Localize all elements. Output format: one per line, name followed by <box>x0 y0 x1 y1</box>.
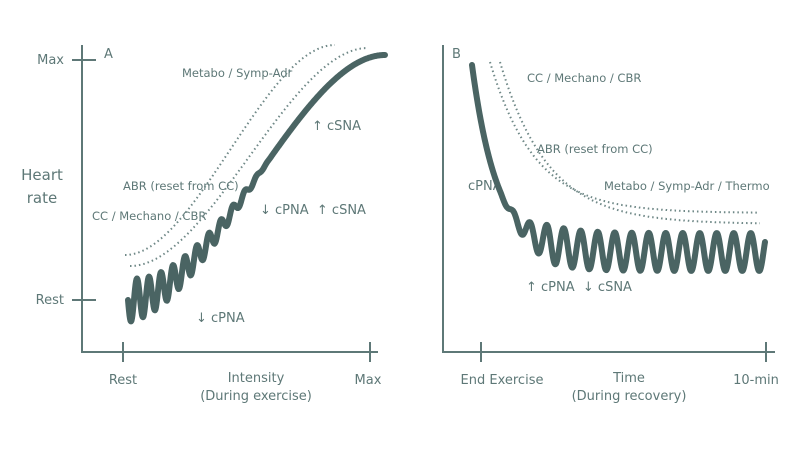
axes <box>81 45 378 353</box>
x-tick-label: End Exercise <box>461 373 544 388</box>
panel-b: B End Exercise Time (During recovery) 10… <box>442 45 779 404</box>
annotation: Metabo / Symp-Adr / Thermo <box>604 179 770 193</box>
annotation: cPNA <box>468 179 502 194</box>
x-axis-note: (During exercise) <box>200 389 312 404</box>
panel-a: A Max Rest Heart rate Rest Intensity (Du… <box>21 44 388 404</box>
x-tick-label: Rest <box>109 373 137 388</box>
panel-label: A <box>104 47 113 62</box>
y-axis-label: rate <box>27 189 57 207</box>
annotation: ABR (reset from CC) <box>123 179 239 193</box>
annotation: ↑ cPNA ↓ cSNA <box>526 280 632 295</box>
x-axis-note: (During recovery) <box>572 389 687 404</box>
annotation: CC / Mechano / CBR <box>92 209 206 223</box>
y-tick-label: Rest <box>36 293 64 308</box>
heart-rate-curve <box>125 52 388 325</box>
annotation: ↓ cPNA <box>196 311 245 326</box>
y-tick-label: Max <box>37 53 64 68</box>
panel-label: B <box>452 47 461 62</box>
axes <box>442 45 775 353</box>
annotation: CC / Mechano / CBR <box>527 71 641 85</box>
heart-rate-curve <box>469 62 768 274</box>
dotted-curve <box>130 47 368 267</box>
dotted-curve <box>125 44 335 256</box>
x-tick-label: Intensity <box>228 371 285 386</box>
annotation: ABR (reset from CC) <box>537 142 653 156</box>
x-tick-label: Time <box>612 371 645 386</box>
annotation: Metabo / Symp-Adr <box>182 66 293 80</box>
annotation: ↓ cPNA ↑ cSNA <box>260 203 366 218</box>
x-tick-label: Max <box>355 373 382 388</box>
annotation: ↑ cSNA <box>312 119 361 134</box>
y-axis-label: Heart <box>21 166 63 184</box>
x-tick-label: 10-min <box>733 373 779 388</box>
